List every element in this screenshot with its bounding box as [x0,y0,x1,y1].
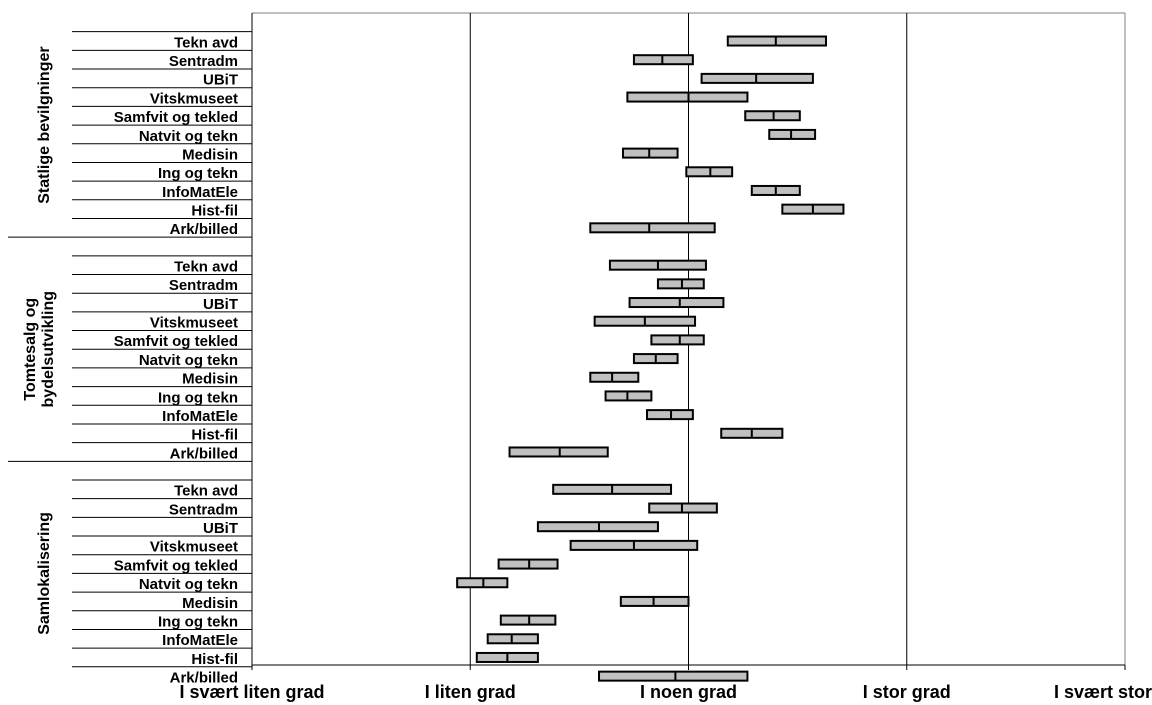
range-bar [646,409,694,421]
category-label: Ing og tekn [158,165,238,182]
group-label-2-line2: bydelsutvikling [40,291,57,407]
category-label: UBiT [203,520,238,537]
group-label-1: Statlige bevilgninger [36,46,53,203]
category-label: Samfvit og tekled [114,557,238,574]
range-bar [726,35,827,47]
range-bar [486,633,539,645]
category-label: Ark/billed [170,445,238,462]
range-bar [536,521,659,533]
range-bar [685,166,734,178]
category-label: Hist-fil [191,651,238,668]
category-label: InfoMatEle [162,408,238,425]
category-label: UBiT [203,296,238,313]
x-tick-label-5: I svært stor grad [1054,682,1152,702]
range-bar [604,390,653,402]
range-bar [700,72,814,84]
category-label: Ing og tekn [158,389,238,406]
category-label: Medisin [182,595,238,612]
category-label: Natvit og tekn [139,576,238,593]
category-label: Natvit og tekn [139,128,238,145]
x-tick-label-2: I liten grad [425,682,516,702]
category-label: Vitskmuseet [150,539,238,556]
category-label: Sentradm [169,277,238,294]
category-label: Sentradm [169,53,238,70]
category-label: Tekn avd [174,34,238,51]
category-label: Tekn avd [174,483,238,500]
category-label: Sentradm [169,501,238,518]
x-tick-label-1: I svært liten grad [179,682,324,702]
category-label: Hist-fil [191,202,238,219]
category-label: Ark/billed [170,669,238,686]
range-bar [656,278,705,290]
category-label: Vitskmuseet [150,90,238,107]
range-bar [508,446,609,458]
range-bar [628,297,725,309]
category-label: Tekn avd [174,259,238,276]
range-bar [768,128,817,140]
range-bar [497,558,559,570]
category-label: InfoMatEle [162,184,238,201]
category-label: Samfvit og tekled [114,109,238,126]
category-label: Vitskmuseet [150,315,238,332]
category-label: Natvit og tekn [139,352,238,369]
range-bar [648,502,718,514]
category-label: Medisin [182,146,238,163]
range-bar [632,54,694,66]
category-label: UBiT [203,72,238,89]
range-bar [499,614,557,626]
range-bar [589,222,716,234]
category-label: Medisin [182,371,238,388]
group-label-3: Samlokalisering [36,512,53,635]
range-bar [589,371,640,383]
x-tick-label-3: I noen grad [640,682,737,702]
category-label: Ing og tekn [158,613,238,630]
range-bar [598,670,749,682]
range-bar [650,334,705,346]
category-label: Samfvit og tekled [114,333,238,350]
category-label: Hist-fil [191,427,238,444]
range-bar [626,91,749,103]
category-label: InfoMatEle [162,632,238,649]
x-tick-label-4: I stor grad [863,682,951,702]
category-label: Ark/billed [170,221,238,238]
range-bar [456,577,509,589]
group-label-2: Tomtesalg og [22,298,39,401]
range-bar [619,595,690,607]
range-bar [744,110,801,122]
range-bar [622,147,679,159]
